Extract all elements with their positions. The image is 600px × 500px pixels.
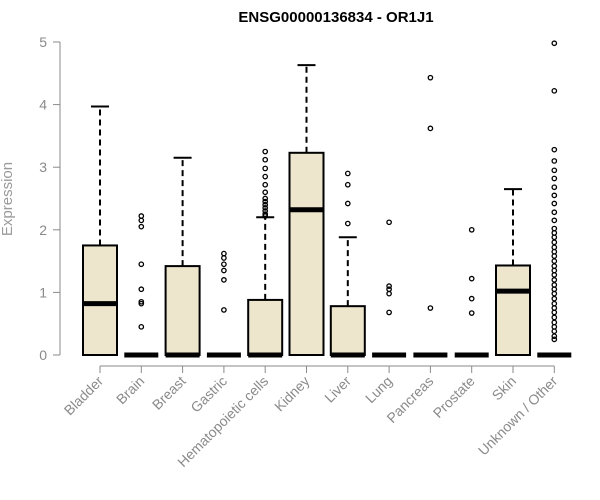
box-unknown-other bbox=[537, 40, 572, 358]
outlier-point bbox=[551, 184, 558, 191]
y-tick-label: 3 bbox=[39, 159, 47, 175]
box-body bbox=[329, 305, 366, 356]
y-axis-label: Expression bbox=[0, 162, 16, 236]
y-tick-label: 4 bbox=[39, 97, 47, 113]
outlier-point bbox=[138, 213, 145, 219]
outlier-point bbox=[551, 277, 558, 283]
outlier-point bbox=[386, 283, 392, 289]
box-lung bbox=[372, 219, 407, 358]
y-axis: 0 1 2 3 4 5 bbox=[39, 34, 61, 363]
box-liver bbox=[329, 170, 366, 358]
outlier-point bbox=[221, 250, 227, 257]
outlier-point bbox=[551, 209, 558, 216]
outlier-point bbox=[262, 156, 269, 163]
outlier-point bbox=[221, 261, 227, 268]
outlier-point bbox=[262, 165, 269, 172]
box-pancreas bbox=[413, 74, 448, 358]
box-hematopoietic-cells bbox=[247, 148, 284, 358]
x-tick-label: Brain bbox=[113, 373, 147, 407]
box-prostate bbox=[454, 226, 489, 358]
box-body bbox=[164, 265, 201, 356]
box-body bbox=[247, 298, 284, 356]
outlier-point bbox=[262, 181, 269, 188]
x-tick-label: Skin bbox=[489, 373, 520, 404]
outlier-point bbox=[138, 323, 145, 330]
outlier-point bbox=[468, 275, 475, 282]
outlier-point bbox=[386, 286, 392, 293]
outlier-point bbox=[138, 300, 145, 307]
outlier-point bbox=[262, 189, 269, 196]
outlier-point bbox=[344, 170, 351, 177]
x-tick-label: Prostate bbox=[430, 373, 478, 421]
box-kidney bbox=[288, 64, 325, 356]
outlier-point bbox=[262, 198, 269, 205]
box-series bbox=[82, 40, 572, 358]
outlier-point bbox=[551, 158, 558, 164]
box-breast bbox=[164, 156, 201, 358]
outlier-point bbox=[551, 200, 558, 207]
outlier-point bbox=[468, 295, 475, 302]
box-body bbox=[82, 244, 118, 356]
outlier-point bbox=[468, 226, 475, 233]
outlier-point bbox=[344, 220, 351, 227]
outlier-point bbox=[551, 336, 558, 343]
y-tick-label: 2 bbox=[39, 222, 47, 238]
box-body bbox=[495, 264, 531, 356]
outlier-point bbox=[221, 267, 227, 274]
box-gastric bbox=[206, 250, 241, 358]
outlier-point bbox=[386, 219, 392, 226]
y-tick-label: 5 bbox=[39, 34, 47, 50]
chart-title: ENSG00000136834 - OR1J1 bbox=[238, 9, 433, 26]
outlier-point bbox=[427, 125, 434, 132]
y-tick-label: 0 bbox=[39, 347, 47, 363]
outlier-point bbox=[427, 305, 434, 311]
outlier-point bbox=[551, 258, 558, 264]
outlier-point bbox=[138, 261, 145, 268]
box-brain bbox=[124, 213, 159, 358]
outlier-point bbox=[551, 314, 558, 321]
outlier-point bbox=[262, 205, 269, 211]
outlier-point bbox=[468, 310, 475, 316]
y-tick-label: 1 bbox=[39, 284, 47, 300]
outlier-point bbox=[551, 167, 558, 174]
box-body bbox=[288, 151, 325, 356]
outlier-point bbox=[344, 200, 351, 207]
x-tick-label: Lung bbox=[362, 373, 395, 406]
outlier-point bbox=[386, 309, 392, 316]
outlier-point bbox=[551, 239, 558, 246]
outlier-point bbox=[221, 277, 227, 283]
outlier-point bbox=[138, 223, 145, 230]
outlier-point bbox=[262, 208, 269, 214]
outlier-point bbox=[138, 286, 145, 293]
outlier-point bbox=[551, 175, 558, 182]
x-tick-label: Liver bbox=[321, 373, 354, 406]
box-skin bbox=[495, 188, 531, 356]
outlier-point bbox=[551, 146, 558, 153]
outlier-point bbox=[551, 217, 558, 224]
outlier-point bbox=[427, 74, 434, 81]
outlier-point bbox=[551, 192, 558, 199]
box-bladder bbox=[82, 105, 118, 356]
outlier-point bbox=[262, 201, 269, 208]
outlier-point bbox=[262, 211, 269, 217]
outlier-point bbox=[551, 40, 558, 47]
outlier-point bbox=[551, 225, 558, 232]
x-tick-label: Breast bbox=[149, 373, 189, 413]
outlier-point bbox=[551, 87, 558, 94]
outlier-point bbox=[262, 148, 269, 155]
outlier-point bbox=[262, 195, 269, 202]
x-tick-label: Bladder bbox=[61, 373, 107, 419]
outlier-point bbox=[138, 298, 145, 305]
outlier-point bbox=[262, 173, 269, 180]
outlier-point bbox=[551, 295, 558, 302]
outlier-point bbox=[221, 307, 227, 313]
outlier-point bbox=[344, 181, 351, 188]
x-tick-label: Kidney bbox=[271, 373, 313, 415]
